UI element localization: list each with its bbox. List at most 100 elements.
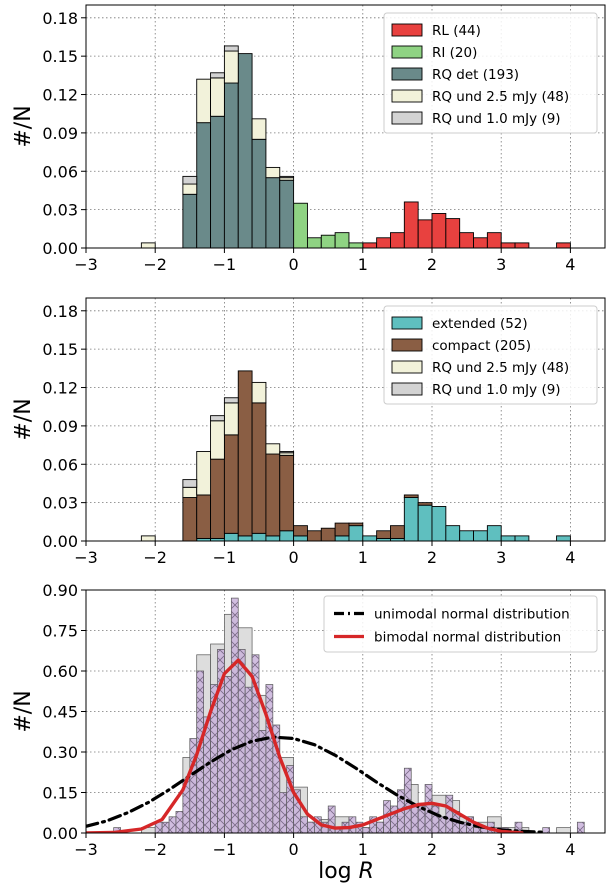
bar-0 — [486, 525, 502, 541]
series-line-0 — [86, 735, 545, 833]
hist-hatch-1 — [238, 649, 246, 833]
hist-hatch-1 — [162, 822, 170, 833]
bar-0 — [431, 213, 447, 248]
bar-0 — [348, 525, 364, 541]
legend-label: bimodal normal distribution — [374, 630, 561, 646]
bar-0 — [500, 535, 516, 541]
bar-4 — [279, 175, 295, 179]
bar-0 — [459, 232, 474, 248]
bar-0 — [279, 530, 295, 541]
bar-0 — [473, 530, 488, 541]
hist-hatch-1 — [362, 827, 370, 833]
hist-hatch-1 — [265, 684, 273, 833]
legend-swatch — [391, 45, 423, 59]
bar-1 — [348, 242, 364, 248]
bar-4 — [210, 72, 225, 79]
hist-hatch-1 — [480, 827, 488, 833]
bar-0 — [223, 532, 239, 541]
x-tick-label: 1 — [358, 840, 368, 859]
y-tick-label: 0.18 — [42, 302, 78, 321]
bar-4 — [182, 175, 198, 185]
legend-swatch — [391, 382, 423, 396]
y-tick-label: 0.15 — [42, 784, 78, 803]
series-line-1 — [86, 658, 524, 833]
bar-2 — [251, 381, 267, 404]
x-tick-label: −3 — [74, 548, 98, 567]
hist-hatch-1 — [293, 789, 301, 833]
hist-hatch-1 — [445, 795, 453, 833]
bar-0 — [376, 237, 391, 248]
hist-hatch-1 — [196, 671, 204, 833]
bar-1 — [182, 497, 198, 541]
y-tick-label: 0.30 — [42, 743, 78, 762]
legend-label: RQ det (193) — [432, 67, 519, 83]
bar-3 — [279, 451, 295, 454]
bar-2 — [237, 53, 253, 248]
bar-4 — [223, 45, 239, 52]
legend-swatch — [391, 316, 423, 330]
panel-top: −3 −2 −1 0 1 2 3 4 0.00 0.03 0.06 0.09 0.12 0.15 0.18 #… — [11, 4, 606, 274]
y-tick-label: 0.75 — [42, 622, 78, 641]
bar-2 — [210, 420, 225, 460]
hist-hatch-1 — [224, 676, 232, 833]
bar-1 — [293, 525, 308, 537]
legend-label: RQ und 1.0 mJy (9) — [432, 111, 561, 127]
legend-label: RI (20) — [432, 45, 477, 61]
legend-label: unimodal normal distribution — [374, 607, 570, 623]
bar-0 — [390, 232, 405, 248]
bar-1 — [265, 453, 281, 537]
legend-swatch — [391, 360, 423, 374]
hist-hatch-1 — [411, 806, 419, 833]
y-tick-label: 0.09 — [42, 124, 78, 143]
legend-label: RQ und 1.0 mJy (9) — [432, 382, 561, 398]
bar-3 — [210, 77, 225, 117]
x-tick-label: 0 — [289, 548, 299, 567]
y-axis-label: #/N — [11, 690, 36, 732]
hist-hatch-1 — [577, 822, 585, 833]
x-tick-label: 2 — [427, 255, 437, 274]
hist-hatch-1 — [259, 730, 266, 833]
bar-2 — [251, 138, 267, 248]
legend-label: RQ und 2.5 mJy (48) — [432, 89, 569, 105]
hist-hatch-1 — [245, 687, 253, 833]
legend-label: RQ und 2.5 mJy (48) — [432, 360, 569, 376]
hist-hatch-1 — [182, 779, 190, 833]
bar-0 — [486, 232, 502, 248]
bar-0 — [251, 532, 267, 541]
legend-label: compact (205) — [432, 338, 531, 354]
legend-swatch — [391, 338, 423, 352]
y-tick-label: 0.45 — [42, 703, 78, 722]
bar-1 — [293, 202, 308, 248]
bar-0 — [514, 535, 530, 541]
bar-0 — [403, 497, 419, 541]
y-tick-label: 0.03 — [42, 201, 78, 220]
bar-1 — [376, 530, 391, 539]
hist-hatch-1 — [155, 822, 163, 833]
hist-hatch-1 — [438, 816, 446, 833]
bar-0 — [237, 535, 253, 541]
hist-hatch-1 — [473, 827, 481, 833]
bar-0 — [473, 237, 488, 248]
bar-0 — [265, 535, 281, 541]
bar-3 — [223, 50, 239, 84]
bar-0 — [500, 242, 516, 248]
bar-1 — [251, 402, 267, 534]
bar-3 — [210, 415, 225, 422]
y-tick-label: 0.00 — [42, 239, 78, 258]
bar-0 — [293, 535, 308, 541]
bar-1 — [223, 434, 239, 534]
x-tick-label: −3 — [74, 840, 98, 859]
x-tick-label: 0 — [289, 840, 299, 859]
x-tick-label: −1 — [213, 548, 237, 567]
y-tick-label: 0.18 — [42, 9, 78, 28]
x-tick-label: 0 — [289, 255, 299, 274]
x-tick-label: −2 — [143, 255, 167, 274]
x-tick-label: 2 — [427, 840, 437, 859]
bar-1 — [417, 502, 433, 506]
hist-hatch-1 — [307, 822, 315, 833]
bar-0 — [417, 219, 433, 248]
hist-hatch-1 — [169, 816, 176, 833]
hist-hatch-1 — [348, 816, 356, 833]
hist-hatch-1 — [418, 806, 426, 833]
hist-hatch-1 — [335, 827, 343, 833]
